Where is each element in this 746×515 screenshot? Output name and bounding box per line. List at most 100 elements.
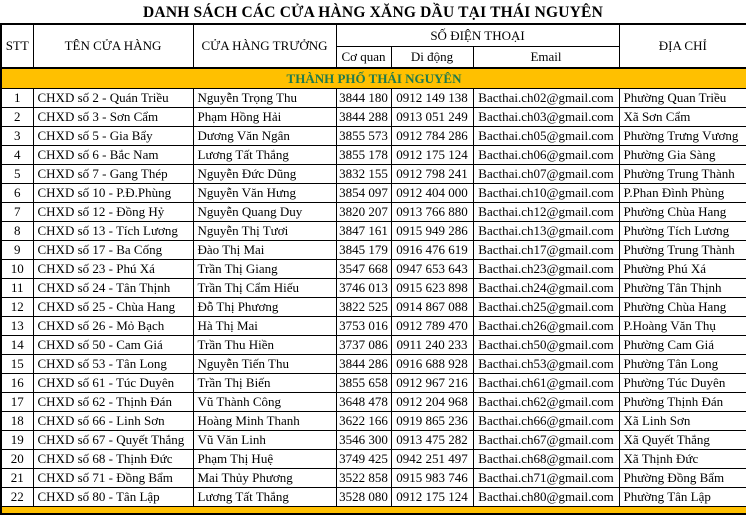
row-email: Bacthai.ch50@gmail.com <box>472 335 620 355</box>
row-manager: Nguyễn Đức Dũng <box>192 164 337 184</box>
row-email: Bacthai.ch17@gmail.com <box>472 240 620 260</box>
row-store-name: CHXD số 61 - Túc Duyên <box>32 373 194 393</box>
row-email: Bacthai.ch07@gmail.com <box>472 164 620 184</box>
gas-station-table: STT TÊN CỬA HÀNG CỬA HÀNG TRƯỞNG SỐ ĐIỆN… <box>0 23 746 515</box>
table-row: 20 CHXD số 68 - Thịnh Đức Phạm Thị Huệ 3… <box>0 449 746 469</box>
row-mobile-phone: 0912 204 968 <box>390 392 474 412</box>
row-manager: Vũ Thành Công <box>192 392 337 412</box>
row-store-name: CHXD số 68 - Thịnh Đức <box>32 449 194 469</box>
row-office-phone: 3832 155 <box>335 164 392 184</box>
row-address: Phường Chùa Hang <box>618 202 746 222</box>
row-store-name: CHXD số 26 - Mỏ Bạch <box>32 316 194 336</box>
row-store-name: CHXD số 13 - Tích Lương <box>32 221 194 241</box>
row-index: 5 <box>0 164 34 184</box>
row-store-name: CHXD số 24 - Tân Thịnh <box>32 278 194 298</box>
section-banner-label: THÀNH PHỐ THÁI NGUYÊN <box>0 67 746 89</box>
row-mobile-phone: 0915 623 898 <box>390 278 474 298</box>
row-address: Xã Thịnh Đức <box>618 449 746 469</box>
row-email: Bacthai.ch66@gmail.com <box>472 411 620 431</box>
row-manager: Mai Thủy Phương <box>192 468 337 488</box>
row-email: Bacthai.ch53@gmail.com <box>472 354 620 374</box>
row-store-name: CHXD số 7 - Gang Thép <box>32 164 194 184</box>
row-store-name: CHXD số 10 - P.Đ.Phùng <box>32 183 194 203</box>
row-email: Bacthai.ch68@gmail.com <box>472 449 620 469</box>
row-index: 22 <box>0 487 34 507</box>
row-index: 1 <box>0 88 34 108</box>
row-office-phone: 3753 016 <box>335 316 392 336</box>
row-email: Bacthai.ch02@gmail.com <box>472 88 620 108</box>
row-store-name: CHXD số 6 - Bắc Nam <box>32 145 194 165</box>
bottom-section-strip-fill <box>0 506 746 515</box>
row-mobile-phone: 0915 949 286 <box>390 221 474 241</box>
row-index: 14 <box>0 335 34 355</box>
row-address: Xã Linh Sơn <box>618 411 746 431</box>
row-index: 11 <box>0 278 34 298</box>
row-office-phone: 3844 288 <box>335 107 392 127</box>
col-header-phone-office: Cơ quan <box>335 46 392 69</box>
row-index: 7 <box>0 202 34 222</box>
row-manager: Đỗ Thị Phương <box>192 297 337 317</box>
row-office-phone: 3522 858 <box>335 468 392 488</box>
header-row-top: STT TÊN CỬA HÀNG CỬA HÀNG TRƯỞNG SỐ ĐIỆN… <box>0 23 746 69</box>
row-office-phone: 3648 478 <box>335 392 392 412</box>
row-manager: Trần Thị Giang <box>192 259 337 279</box>
row-index: 17 <box>0 392 34 412</box>
row-address: Phường Tân Long <box>618 354 746 374</box>
row-address: Phường Đồng Bẩm <box>618 468 746 488</box>
row-store-name: CHXD số 71 - Đồng Bẩm <box>32 468 194 488</box>
row-manager: Phạm Thị Huệ <box>192 449 337 469</box>
table-row: 3 CHXD số 5 - Gia Bẩy Dương Văn Ngân 385… <box>0 126 746 146</box>
row-manager: Dương Văn Ngân <box>192 126 337 146</box>
row-email: Bacthai.ch05@gmail.com <box>472 126 620 146</box>
col-header-address: ĐỊA CHỈ <box>618 23 746 69</box>
row-index: 2 <box>0 107 34 127</box>
row-manager: Nguyễn Quang Duy <box>192 202 337 222</box>
row-mobile-phone: 0912 175 124 <box>390 487 474 507</box>
page-title: DANH SÁCH CÁC CỬA HÀNG XĂNG DẦU TẠI THÁI… <box>143 4 603 21</box>
row-manager: Hà Thị Mai <box>192 316 337 336</box>
row-store-name: CHXD số 67 - Quyết Thắng <box>32 430 194 450</box>
row-office-phone: 3528 080 <box>335 487 392 507</box>
row-address: Phường Tích Lương <box>618 221 746 241</box>
row-office-phone: 3546 300 <box>335 430 392 450</box>
row-manager: Trần Thị Biến <box>192 373 337 393</box>
row-store-name: CHXD số 3 - Sơn Cẩm <box>32 107 194 127</box>
row-store-name: CHXD số 5 - Gia Bẩy <box>32 126 194 146</box>
row-mobile-phone: 0919 865 236 <box>390 411 474 431</box>
row-email: Bacthai.ch03@gmail.com <box>472 107 620 127</box>
row-store-name: CHXD số 66 - Linh Sơn <box>32 411 194 431</box>
row-office-phone: 3845 179 <box>335 240 392 260</box>
row-email: Bacthai.ch67@gmail.com <box>472 430 620 450</box>
row-email: Bacthai.ch10@gmail.com <box>472 183 620 203</box>
table-row: 14 CHXD số 50 - Cam Giá Trần Thu Hiền 37… <box>0 335 746 355</box>
row-email: Bacthai.ch61@gmail.com <box>472 373 620 393</box>
row-address: Phường Túc Duyên <box>618 373 746 393</box>
table-row: 17 CHXD số 62 - Thịnh Đán Vũ Thành Công … <box>0 392 746 412</box>
table-row: 2 CHXD số 3 - Sơn Cẩm Phạm Hồng Hải 3844… <box>0 107 746 127</box>
row-office-phone: 3855 573 <box>335 126 392 146</box>
row-office-phone: 3749 425 <box>335 449 392 469</box>
row-mobile-phone: 0915 983 746 <box>390 468 474 488</box>
row-office-phone: 3746 013 <box>335 278 392 298</box>
row-index: 4 <box>0 145 34 165</box>
row-office-phone: 3737 086 <box>335 335 392 355</box>
row-office-phone: 3844 180 <box>335 88 392 108</box>
row-store-name: CHXD số 17 - Ba Cống <box>32 240 194 260</box>
row-office-phone: 3847 161 <box>335 221 392 241</box>
row-email: Bacthai.ch71@gmail.com <box>472 468 620 488</box>
row-manager: Nguyễn Thị Tươi <box>192 221 337 241</box>
table-row: 1 CHXD số 2 - Quán Triều Nguyễn Trọng Th… <box>0 88 746 108</box>
row-address: Phường Thịnh Đán <box>618 392 746 412</box>
table-row: 18 CHXD số 66 - Linh Sơn Hoàng Minh Than… <box>0 411 746 431</box>
row-mobile-phone: 0913 475 282 <box>390 430 474 450</box>
row-email: Bacthai.ch23@gmail.com <box>472 259 620 279</box>
row-manager: Hoàng Minh Thanh <box>192 411 337 431</box>
row-manager: Lương Tất Thắng <box>192 145 337 165</box>
row-mobile-phone: 0916 476 619 <box>390 240 474 260</box>
row-mobile-phone: 0912 175 124 <box>390 145 474 165</box>
col-header-phone-email: Email <box>472 46 620 69</box>
row-office-phone: 3820 207 <box>335 202 392 222</box>
row-manager: Trần Thu Hiền <box>192 335 337 355</box>
row-address: Phường Tân Lập <box>618 487 746 507</box>
row-email: Bacthai.ch62@gmail.com <box>472 392 620 412</box>
